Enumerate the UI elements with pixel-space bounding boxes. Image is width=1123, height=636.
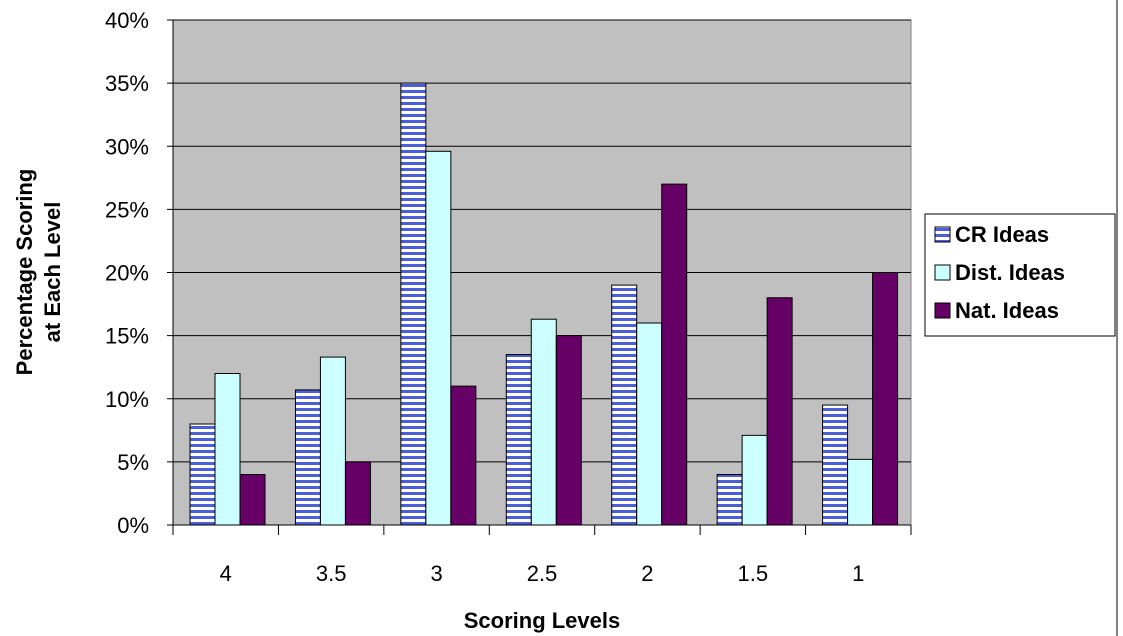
y-tick-label: 40% [105,8,149,33]
x-tick-label: 2.5 [527,561,558,586]
y-tick-label: 20% [105,261,149,286]
bar-nat-ideas [872,272,899,526]
legend: CR Ideas Dist. Ideas Nat. Ideas [924,213,1116,337]
y-axis-title-line-2: at Each Level [40,202,65,343]
legend-label: Dist. Ideas [955,260,1065,285]
y-tick-label: 25% [105,197,149,222]
bar-dist-ideas [214,373,241,526]
y-tick-label: 15% [105,324,149,349]
y-tick-label: 10% [105,387,149,412]
bar-dist-ideas [847,458,874,526]
y-tick-label: 30% [105,134,149,159]
x-tick-label: 3 [430,561,442,586]
x-tick-label: 1.5 [738,561,769,586]
bar-nat-ideas [239,474,266,526]
x-tick-label: 1 [852,561,864,586]
y-tick-label: 35% [105,71,149,96]
legend-swatch [934,226,951,243]
bar-cr-ideas [822,404,849,526]
bar-nat-ideas [661,183,688,526]
x-tick-label: 3.5 [316,561,347,586]
bar-cr-ideas [716,474,743,526]
x-tick-label: 2 [641,561,653,586]
bar-dist-ideas [636,322,663,526]
bar-nat-ideas [555,335,582,526]
y-axis-title: Percentage Scoring at Each Level [12,169,65,376]
legend-label: Nat. Ideas [955,298,1059,323]
x-tick-label: 4 [220,561,232,586]
bar-cr-ideas [294,389,321,526]
bar-cr-ideas [189,423,216,526]
y-tick-label: 5% [117,450,149,475]
bar-dist-ideas [425,150,452,526]
x-axis-title: Scoring Levels [464,608,621,633]
bar-dist-ideas [741,434,768,526]
bar-cr-ideas [611,284,638,526]
y-tick-label: 0% [117,513,149,538]
legend-box [924,213,1116,337]
bar-cr-ideas [505,354,532,526]
legend-label: CR Ideas [955,222,1049,247]
bar-nat-ideas [450,385,477,526]
bar-cr-ideas [400,82,427,526]
legend-swatch [934,302,951,319]
bar-nat-ideas [766,297,793,526]
bar-nat-ideas [344,461,371,526]
bar-dist-ideas [319,356,346,526]
legend-swatch [934,264,951,281]
y-axis-title-line-1: Percentage Scoring [12,169,37,376]
bar-dist-ideas [530,318,557,526]
